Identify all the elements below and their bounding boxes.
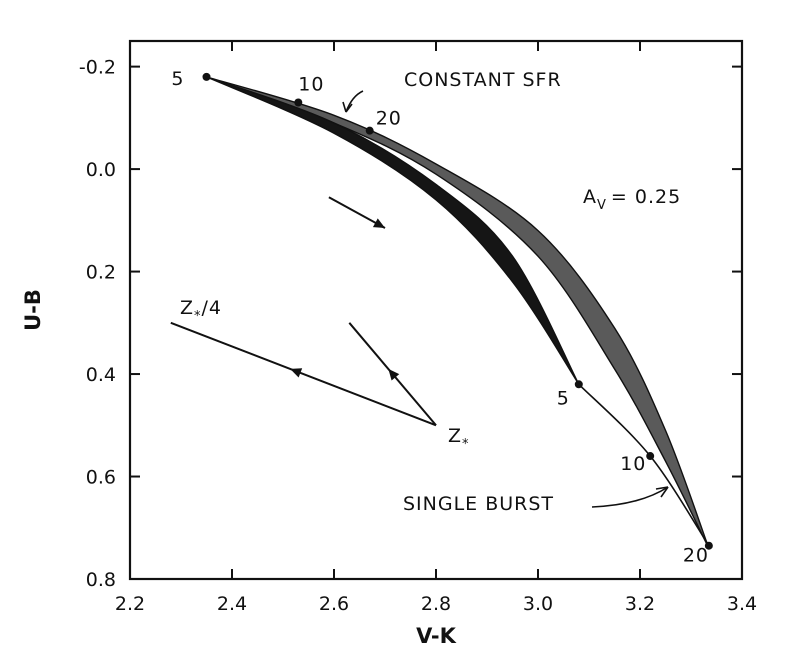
constant-sfr-pointer-head: [342, 101, 353, 113]
av-prefix: A: [583, 186, 597, 208]
constant-sfr-label: CONSTANT SFR: [404, 69, 562, 91]
metallicity-vector-0-head: [290, 368, 303, 378]
single-burst-point-0: [574, 380, 583, 389]
constant-sfr-point-label-1: 10: [298, 73, 324, 95]
y-tick-label-1: 0.0: [86, 159, 116, 181]
single-burst-pointer: [591, 486, 669, 508]
av-value: = 0.25: [611, 186, 681, 208]
metallicity-vector-0-line: [170, 321, 437, 427]
vectors: [170, 196, 437, 427]
zstar-z: Z: [448, 425, 462, 447]
zstar-quarter-suffix: /4: [202, 297, 223, 319]
y-axis-title: U-B: [21, 289, 45, 331]
constant-sfr-point-1: [294, 98, 303, 107]
single-burst-point-1: [646, 452, 655, 461]
x-tick-labels: 2.2 2.4 2.6 2.8 3.0 3.2 3.4: [115, 593, 757, 615]
zstar-quarter-label: Z*/4: [180, 297, 222, 324]
y-tick-labels: -0.2 0.0 0.2 0.4 0.6 0.8: [79, 57, 116, 591]
constant-sfr-point-0: [202, 72, 211, 81]
y-tick-label-5: 0.8: [86, 569, 116, 591]
av-label: AV = 0.25: [583, 186, 681, 213]
y-tick-label-0: -0.2: [79, 57, 116, 79]
av-subscript: V: [597, 198, 607, 213]
y-tick-label-4: 0.6: [86, 467, 116, 489]
track-points: 5 10 20 5 10 20: [171, 68, 713, 567]
x-tick-label-1: 2.4: [217, 593, 247, 615]
constant-sfr-band: [206, 76, 710, 549]
single-burst-label: SINGLE BURST: [403, 493, 554, 515]
constant-sfr-point-2: [365, 126, 374, 135]
y-tick-label-2: 0.2: [86, 262, 116, 284]
constant-sfr-point-label-0: 5: [171, 68, 184, 90]
x-axis-title: V-K: [416, 624, 456, 648]
axis-ticks: [129, 41, 743, 580]
x-tick-label-5: 3.2: [625, 593, 655, 615]
single-burst-point-label-2: 20: [683, 545, 709, 567]
av-vector-head: [372, 218, 385, 229]
track-bands: [206, 76, 710, 549]
single-burst-point-label-1: 10: [620, 453, 646, 475]
x-tick-label-2: 2.6: [319, 593, 349, 615]
metallicity-vector-1-head: [388, 368, 400, 381]
zstar-label: Z*: [448, 425, 470, 452]
single-burst-point-label-0: 5: [557, 387, 570, 409]
x-tick-label-0: 2.2: [115, 593, 145, 615]
zstar-quarter-z: Z: [180, 297, 194, 319]
single-burst-pointer-head: [655, 486, 669, 498]
x-tick-label-3: 2.8: [421, 593, 451, 615]
constant-sfr-point-label-2: 20: [376, 108, 402, 130]
zstar-star: *: [462, 437, 470, 452]
single-burst-point-2: [704, 541, 713, 550]
y-tick-label-3: 0.4: [86, 364, 116, 386]
zstar-quarter-star: *: [194, 309, 202, 324]
x-tick-label-4: 3.0: [523, 593, 553, 615]
x-tick-label-6: 3.4: [727, 593, 757, 615]
